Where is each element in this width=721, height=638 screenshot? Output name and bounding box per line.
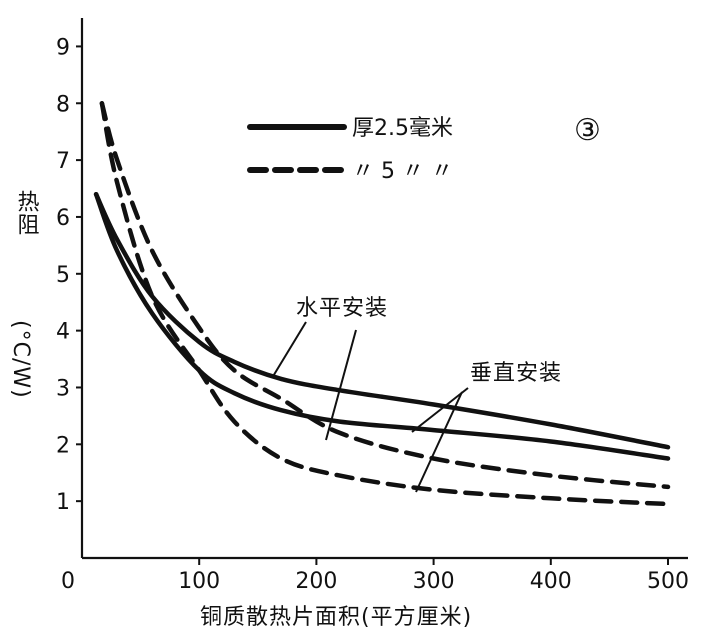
series-line-2 (99, 101, 671, 490)
y-tick-7: 7 (56, 149, 82, 174)
y-tick-2: 2 (56, 433, 82, 458)
axes (80, 18, 688, 560)
leader-vertical-solid (411, 387, 469, 433)
series-layer (93, 101, 671, 507)
legend-dashed-label: 〃 5 〃 〃 (352, 159, 453, 184)
y-axis-title: 热阻 (14, 190, 40, 236)
x-tick-label: 300 (413, 569, 455, 594)
y-tick-label: 9 (56, 35, 70, 60)
y-tick-4: 4 (56, 320, 82, 345)
y-tick-label: 3 (56, 376, 70, 401)
legend-solid-label: 厚2.5毫米 (352, 116, 453, 141)
y-tick-9: 9 (56, 35, 82, 60)
x-tick-label: 200 (295, 569, 337, 594)
x-tick-label: 400 (530, 569, 572, 594)
leader-vertical-dashed (415, 391, 463, 493)
y-ticks: 1 2 3 4 5 6 7 8 9 (56, 35, 82, 515)
x-tick-100: 100 (178, 558, 220, 594)
x-tick-label: 500 (647, 569, 689, 594)
y-tick-label: 4 (56, 320, 70, 345)
y-tick-label: 2 (56, 433, 70, 458)
y-tick-label: 8 (56, 92, 70, 117)
x-tick-400: 400 (530, 558, 572, 594)
y-tick-8: 8 (56, 92, 82, 117)
annotation-horizontal: 水平安装 (296, 296, 388, 321)
x-ticks: 0 100 200 300 400 500 (61, 558, 689, 594)
annotation-vertical: 垂直安装 (470, 361, 562, 386)
figure-number-marker: ③ (574, 113, 601, 148)
y-tick-label: 1 (56, 490, 70, 515)
leader-lines (271, 321, 469, 493)
x-tick-label: 0 (61, 569, 75, 594)
x-tick-label: 100 (178, 569, 220, 594)
x-tick-300: 300 (413, 558, 455, 594)
x-tick-200: 200 (295, 558, 337, 594)
y-tick-5: 5 (56, 263, 82, 288)
leader-horizontal-solid (271, 321, 307, 379)
y-tick-label: 7 (56, 149, 70, 174)
legend: 厚2.5毫米 〃 5 〃 〃 (247, 116, 453, 184)
x-tick-500: 500 (647, 558, 689, 594)
x-axis-title: 铜质散热片面积(平方厘米) (200, 605, 472, 630)
x-tick-0: 0 (61, 569, 75, 594)
series-line-0 (93, 191, 671, 450)
y-tick-1: 1 (56, 490, 82, 515)
series-line-3 (99, 101, 671, 507)
series-line-1 (93, 191, 671, 461)
y-axis-unit: (°C/W) (8, 320, 33, 399)
y-tick-label: 5 (56, 263, 70, 288)
y-tick-label: 6 (56, 206, 70, 231)
leader-horizontal-dashed (325, 329, 357, 441)
y-tick-3: 3 (56, 376, 82, 401)
y-tick-6: 6 (56, 206, 82, 231)
